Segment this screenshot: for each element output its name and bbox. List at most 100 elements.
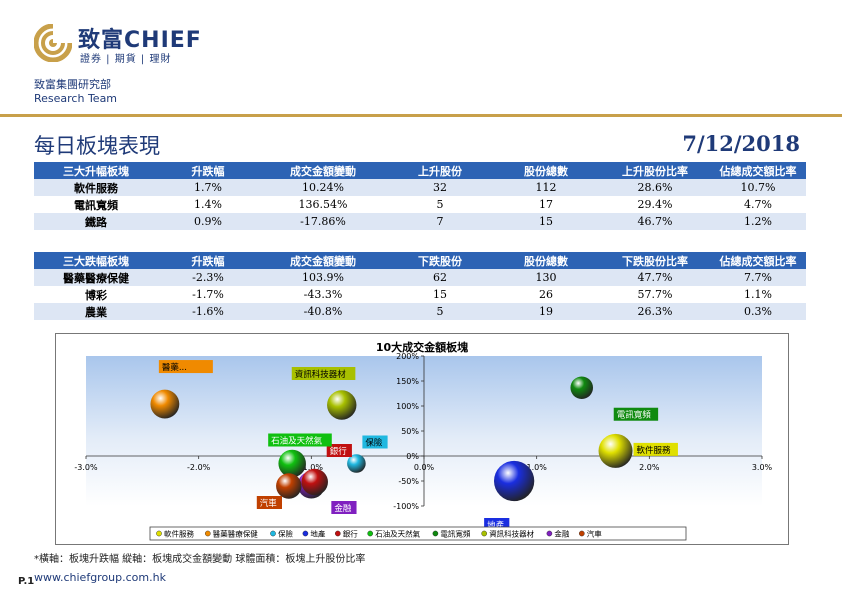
table-cell: 103.9% [258,269,388,286]
website-link[interactable]: www.chiefgroup.com.hk [34,571,166,584]
table-cell: 57.7% [637,288,673,301]
x-tick-label: 2.0% [639,463,660,472]
y-tick-label: 150% [396,377,419,386]
bubble-label: 銀行 [330,446,348,457]
bubble-醫藥醫療保健 [150,389,180,419]
x-tick-label: 3.0% [752,463,773,472]
legend-marker [204,530,211,537]
chart-title: 10大成交金額板塊 [376,340,468,354]
bubble-label-box [331,501,357,514]
bubble-保險 [347,454,366,473]
bubble-地產 [493,460,535,502]
x-tick-label: -1.0% [300,463,324,472]
y-tick-label: 50% [401,427,419,436]
sector-name: 軟件服務 [34,179,158,196]
bubble-label: 金融 [334,503,352,514]
table-cell: 10.7% [710,179,806,196]
table-cell: 1.1% [744,288,772,301]
column-header: 三大升幅板塊 [34,162,158,179]
logo-swirl-icon [34,24,72,62]
table-cell: 1.7% [158,179,258,196]
table-cell: 130 [492,269,600,286]
table-cell: 1.2% [710,213,806,230]
y-tick-label: 200% [396,352,419,361]
sector-name: 醫藥醫療保健 [34,269,158,286]
legend-entry: 資訊科技器材 [489,529,534,539]
table-cell: 0.9% [158,213,258,230]
x-tick-label: -3.0% [74,463,98,472]
y-tick-label: 100% [396,402,419,411]
table-cell: 0.3% [710,303,806,320]
table-cell: 62 [388,269,492,286]
legend-marker [432,530,439,537]
sector-name: 農業 [34,303,158,320]
table-cell: -1.7% [192,288,224,301]
column-header: 佔總成交額比率 [710,252,806,269]
bubble-石油及天然氣 [278,449,306,478]
header-divider [0,114,842,117]
table-row: 博彩 -1.7% -43.3% 15 26 57.7% 1.1% [34,286,806,303]
bubble-label-box [613,407,659,421]
bubble-label-box [158,360,213,374]
bubble-label-box [268,433,332,447]
chart-footnote: *橫軸：板塊升跌幅 縱軸：板塊成交金額變動 球體面積：板塊上升股份比率 [34,554,366,565]
table-cell: 4.7% [744,198,772,211]
table-cell: 32 [388,179,492,196]
column-header: 成交金額變動 [258,162,388,179]
column-header: 股份總數 [492,252,600,269]
table-cell: 47.7% [600,269,710,286]
table-cell: 10.24% [258,179,388,196]
bubble-label-box [326,444,352,457]
legend-marker [579,530,585,537]
x-tick-label: 0.0% [414,463,435,472]
bubble-銀行 [301,468,328,496]
legend-marker [334,530,341,537]
legend-entry: 汽車 [587,529,602,539]
sector-name: 博彩 [85,288,107,302]
bubble-label: 醫藥... [162,362,187,373]
table-cell: 7.7% [710,269,806,286]
legend-entry: 金融 [554,529,569,539]
company-logo: 致富CHIEF 證券 | 期貨 | 理財 [34,22,244,66]
table-cell: -1.6% [158,303,258,320]
top-gainers-table: 三大升幅板塊 升跌幅 成交金額變動 上升股份 股份總數 上升股份比率 佔總成交額比率 軟件服… [34,162,806,230]
table-cell: 136.54% [298,198,348,211]
department-name: 致富集團研究部 [34,78,111,91]
legend-entry: 銀行 [343,529,358,539]
table-cell: 26.3% [600,303,710,320]
table-cell: -2.3% [158,269,258,286]
table-cell: 5 [436,198,444,211]
bubble-chart: 10大成交金額板塊 -3.0% -2.0% -1.0% 0.0% 1.0% 2.0% 3.0… [55,333,789,545]
table-header-row: 三大升幅板塊 升跌幅 成交金額變動 上升股份 股份總數 上升股份比率 佔總成交額比率 [34,162,806,179]
bubble-汽車 [276,473,302,499]
legend-marker [546,530,553,537]
legend-marker [156,530,162,537]
bubble-label: 石油及天然氣 [271,436,323,447]
column-header: 下跌股份比率 [600,252,710,269]
bubble-label: 資訊科技器材 [295,369,347,380]
legend-entry: 醫藥醫療保健 [213,529,258,539]
table-cell: -43.3% [303,288,343,301]
legend-marker [302,530,309,537]
table-header-row: 三大跌幅板塊 升跌幅 成交金額變動 下跌股份 股份總數 下跌股份比率 佔總成交額比率 [34,252,806,269]
x-tick-label: 1.0% [527,463,548,472]
table-cell: -40.8% [258,303,388,320]
column-header: 三大跌幅板塊 [34,252,158,269]
report-date: 7/12/2018 [682,131,800,156]
bubble-資訊科技器材 [327,390,357,420]
table-cell: 28.6% [600,179,710,196]
chart-legend [149,526,687,541]
column-header: 成交金額變動 [258,252,388,269]
table-cell: 5 [388,303,492,320]
bubble-label: 軟件服務 [637,445,672,456]
table-cell: 19 [492,303,600,320]
bubble-label: 電訊寬頻 [617,410,652,421]
table-row: 醫藥醫療保健 -2.3% 103.9% 62 130 47.7% 7.7% [34,269,806,286]
bubble-label: 汽車 [260,498,278,509]
legend-marker [367,530,374,537]
table-row: 軟件服務 1.7% 10.24% 32 112 28.6% 10.7% [34,179,806,196]
bubble-label-box [362,435,388,449]
column-header: 上升股份比率 [600,162,710,179]
table-cell: 15 [433,288,447,301]
legend-entry: 軟件服務 [164,529,194,539]
